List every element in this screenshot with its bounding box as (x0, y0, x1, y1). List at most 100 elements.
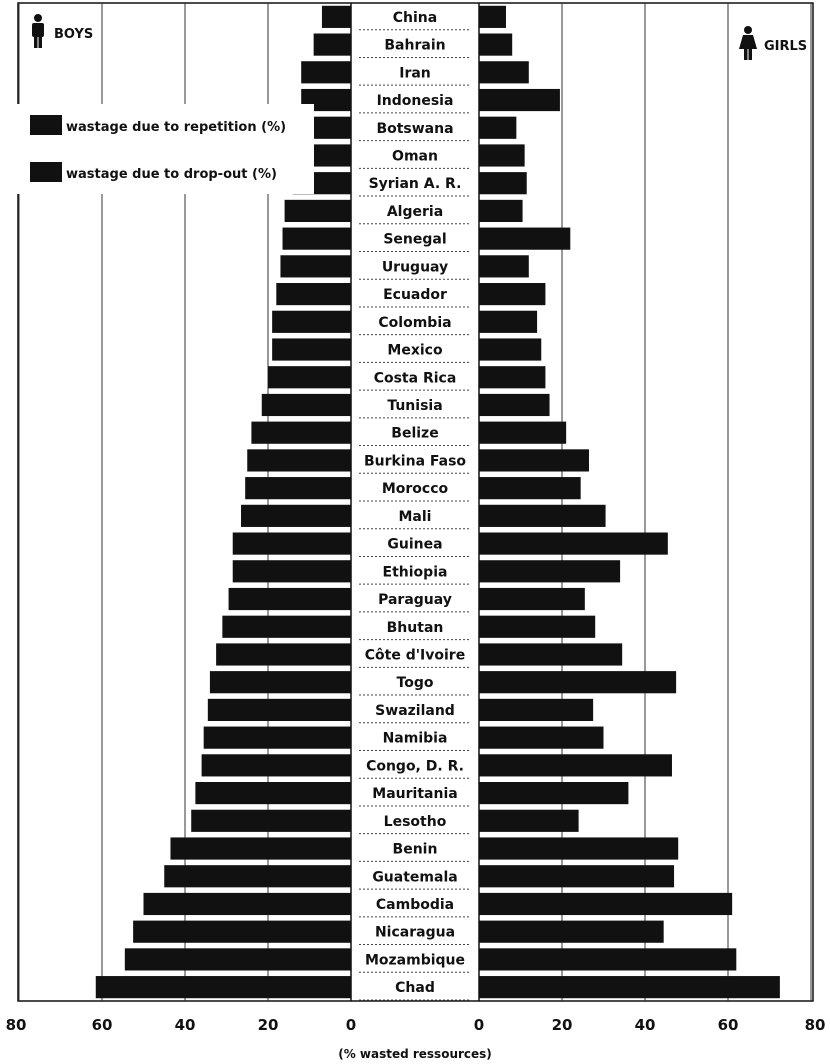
bar-boys-11 (272, 310, 351, 333)
country-label-layer: China Bahrain Iran Indonesia Botswana Oman Syr… (359, 10, 471, 1001)
country-label: Bahrain (384, 38, 445, 54)
country-label: Cambodia (376, 897, 454, 913)
tick-layer: 80 60 40 20 0 0 20 40 60 80 (6, 1016, 826, 1034)
bar-boys-12 (272, 338, 351, 361)
country-label: Mali (399, 509, 432, 525)
country-label: Côte d'Ivoire (365, 647, 465, 663)
country-label: Nicaragua (375, 925, 455, 941)
bar-girls-23 (479, 643, 623, 666)
bar-girls-32 (479, 892, 733, 916)
x-tick-girls-40: 40 (635, 1016, 656, 1034)
boys-label: BOYS (54, 27, 93, 42)
bar-boys-24 (209, 671, 351, 694)
bar-girls-33 (479, 920, 664, 943)
country-label: Mauritania (372, 786, 457, 802)
country-label: Benin (393, 842, 438, 858)
bar-boys-19 (232, 532, 351, 555)
bar-boys-16 (247, 449, 351, 472)
bar-girls-17 (479, 477, 581, 500)
country-label: Paraguay (378, 592, 452, 608)
bar-girls-29 (479, 809, 579, 832)
bar-girls-27 (479, 754, 672, 777)
x-tick-girls-20: 20 (552, 1016, 573, 1034)
bar-girls-28 (479, 781, 629, 805)
country-label: Syrian A. R. (369, 176, 462, 192)
bar-girls-12 (479, 338, 542, 361)
x-tick-boys-80: 80 (6, 1016, 27, 1034)
bar-girls-35 (479, 976, 780, 999)
bar-girls-16 (479, 449, 589, 472)
x-axis-label: (% wasted ressources) (338, 1047, 492, 1061)
bar-girls-26 (479, 726, 604, 749)
country-label: Belize (391, 426, 438, 442)
bar-girls-10 (479, 282, 546, 306)
bar-boys-25 (207, 698, 351, 722)
bar-boys-1 (313, 33, 351, 56)
bar-girls-21 (479, 587, 585, 611)
country-label: Mozambique (365, 952, 465, 968)
country-label: Algeria (387, 204, 443, 220)
country-label: Senegal (383, 232, 446, 248)
country-label: Colombia (378, 315, 451, 331)
bar-boys-34 (124, 948, 351, 971)
bar-girls-5 (479, 144, 525, 167)
country-label: Namibia (383, 731, 448, 747)
bar-girls-6 (479, 172, 527, 195)
country-label: Ecuador (383, 287, 447, 303)
bar-boys-22 (222, 615, 351, 638)
bar-girls-25 (479, 698, 594, 722)
country-label: Chad (395, 980, 435, 996)
bar-boys-23 (216, 643, 351, 666)
bar-girls-1 (479, 33, 513, 56)
bar-girls-2 (479, 61, 529, 84)
country-label: Lesotho (384, 814, 447, 830)
bar-boys-17 (245, 477, 351, 500)
legend-dropout-label: wastage due to drop-out (%) (66, 167, 277, 182)
bar-boys-35 (95, 976, 352, 999)
bar-girls-14 (479, 393, 550, 417)
bar-boys-31 (164, 865, 351, 888)
legend-swatch-repetition (30, 115, 62, 135)
bar-boys-29 (191, 809, 351, 832)
x-tick-girls-60: 60 (718, 1016, 739, 1034)
bar-girls-34 (479, 948, 737, 971)
girls-label: GIRLS (764, 39, 807, 54)
bar-girls-31 (479, 865, 675, 888)
bar-girls-8 (479, 227, 571, 250)
country-label: Oman (392, 148, 438, 164)
country-label: Botswana (376, 121, 453, 137)
bar-girls-24 (479, 671, 677, 694)
legend: wastage due to repetition (%) wastage du… (14, 104, 314, 194)
bar-boys-2 (301, 61, 351, 84)
bar-girls-0 (479, 5, 506, 28)
bar-girls-18 (479, 504, 606, 527)
bar-boys-30 (170, 837, 351, 860)
bar-layer (95, 5, 780, 999)
legend-swatch-dropout (30, 162, 62, 182)
bar-boys-28 (195, 781, 351, 805)
bar-boys-13 (268, 366, 351, 389)
country-label: Guinea (387, 537, 442, 553)
country-label: Indonesia (377, 93, 454, 109)
x-tick-boys-40: 40 (175, 1016, 196, 1034)
legend-repetition-label: wastage due to repetition (%) (66, 120, 286, 135)
country-label: Guatemala (372, 869, 457, 885)
bar-boys-0 (321, 5, 351, 28)
country-label: Iran (399, 65, 431, 81)
country-label: China (393, 10, 437, 26)
bar-boys-21 (228, 587, 351, 611)
bar-boys-27 (201, 754, 351, 777)
country-label: Burkina Faso (364, 453, 466, 469)
bar-girls-15 (479, 421, 567, 444)
bar-boys-9 (280, 255, 351, 278)
bar-boys-26 (203, 726, 351, 749)
country-label: Ethiopia (383, 564, 448, 580)
country-label: Morocco (382, 481, 449, 497)
bar-boys-14 (261, 393, 351, 417)
country-label: Togo (397, 675, 434, 691)
bar-girls-30 (479, 837, 679, 860)
bar-boys-15 (251, 421, 351, 444)
bar-boys-18 (241, 504, 351, 527)
bar-boys-10 (276, 282, 351, 306)
